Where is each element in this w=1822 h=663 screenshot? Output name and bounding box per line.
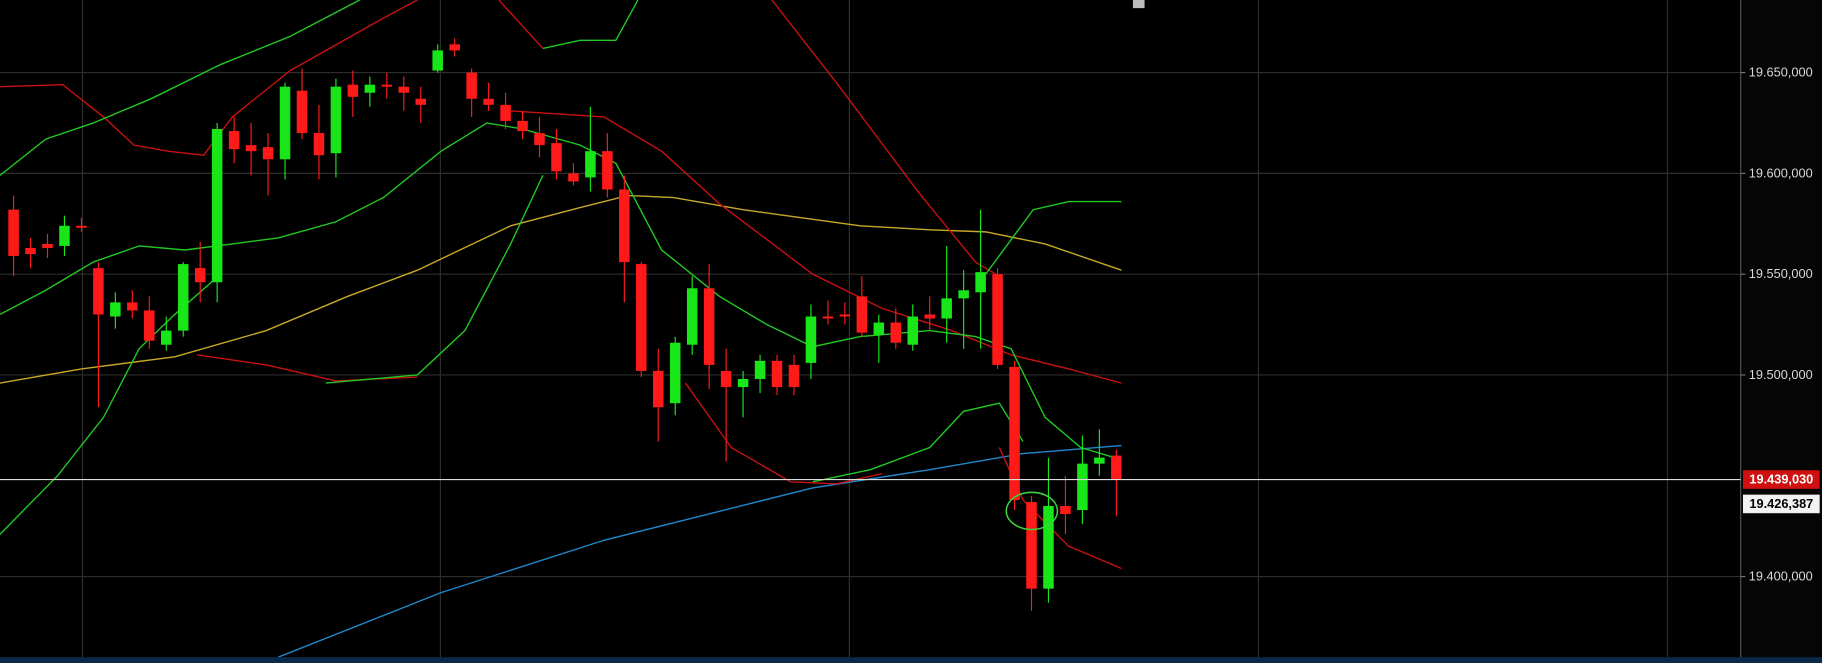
price-label: 19.439,030	[1749, 472, 1813, 487]
candle-body	[211, 129, 223, 283]
candle-body	[720, 370, 732, 388]
candle-body	[1111, 455, 1122, 480]
candle-body	[432, 50, 443, 71]
candle-body	[347, 84, 359, 97]
candle-body	[194, 268, 206, 283]
candle-body	[873, 322, 885, 335]
bottom-bar	[0, 657, 1822, 663]
candle-body	[76, 225, 87, 228]
candle-body	[686, 288, 698, 345]
indicator-line	[0, 0, 418, 156]
candle-body	[602, 151, 613, 190]
indicator-line	[0, 0, 360, 176]
candle-body	[228, 131, 240, 150]
candle-body	[466, 72, 477, 99]
indicator-line	[0, 122, 1122, 461]
candle-body	[1043, 505, 1054, 589]
candle-body	[568, 173, 579, 182]
candle-body	[551, 143, 562, 172]
price-box-last	[1742, 470, 1820, 489]
indicator-line	[277, 444, 1122, 658]
grid: 19.400,000 19.500,000 19.550,000 19.600,000…	[0, 65, 1813, 584]
candle-body	[839, 314, 851, 317]
candle-body	[1077, 463, 1088, 511]
price-label: 19.426,387	[1749, 496, 1813, 511]
indicator-line	[684, 382, 883, 485]
candle-body	[958, 290, 969, 299]
candle-body	[161, 330, 172, 345]
candle-body	[585, 151, 596, 178]
candle-body	[415, 98, 427, 105]
v-grid	[81, 0, 1669, 658]
candle-body	[279, 86, 291, 160]
candle-body	[449, 44, 460, 51]
indicator-line	[985, 200, 1122, 275]
candle-body	[534, 133, 545, 146]
candle-body	[330, 86, 342, 154]
candle-body	[42, 243, 53, 248]
candle-body	[890, 322, 902, 343]
price-axis	[1740, 0, 1822, 658]
candle-body	[8, 209, 19, 257]
candle-body	[636, 264, 647, 371]
candle-body	[771, 360, 783, 388]
candle-body	[110, 302, 121, 317]
candle-body	[822, 316, 834, 319]
candle-body	[703, 288, 715, 365]
indicator-line	[0, 194, 1122, 384]
candle-body	[1026, 501, 1037, 589]
candle-body	[1009, 366, 1020, 500]
candle-body	[398, 86, 410, 93]
candle-body	[1060, 505, 1071, 515]
candle-body	[788, 364, 800, 388]
candle-body	[59, 225, 70, 246]
candle-body	[805, 316, 817, 363]
candle-body	[313, 133, 325, 156]
marker	[1132, 0, 1145, 9]
indicator-line	[498, 0, 544, 49]
candle-body	[907, 316, 919, 345]
candle-body	[737, 378, 749, 388]
candle-body	[619, 189, 630, 263]
indicator-line	[542, 0, 639, 50]
price-box	[1742, 494, 1820, 514]
candle-body	[856, 296, 868, 333]
y-tick-label: 19.550,000	[1749, 266, 1813, 281]
candle-body	[144, 310, 155, 341]
candle-body	[93, 268, 104, 315]
candle-body	[669, 342, 681, 404]
candle-body	[296, 90, 308, 134]
candle-body	[381, 84, 393, 87]
candle-body	[127, 302, 138, 311]
candle-body	[754, 360, 766, 379]
indicator-line	[325, 175, 544, 384]
y-tick-label: 19.600,000	[1749, 165, 1813, 180]
indicators	[0, 0, 1122, 658]
y-tick-label: 19.400,000	[1749, 569, 1813, 584]
indicator-line	[510, 110, 1122, 384]
candle-body	[500, 104, 511, 121]
candle-body	[25, 247, 36, 255]
candle-body	[177, 264, 189, 331]
indicator-line	[771, 0, 1000, 277]
y-tick-label: 19.500,000	[1749, 367, 1813, 382]
candle-body	[483, 98, 494, 105]
candle-body	[245, 145, 257, 152]
candle-body	[653, 370, 664, 408]
highlight-circle	[1005, 491, 1059, 531]
candles	[8, 38, 1122, 611]
candle-body	[992, 274, 1003, 365]
indicator-line	[812, 402, 1024, 483]
candle-body	[262, 147, 274, 160]
candle-body	[941, 298, 952, 319]
candle-body	[364, 84, 376, 93]
candle-body	[975, 272, 986, 293]
candle-body	[924, 314, 935, 319]
candle-body	[1094, 457, 1105, 464]
y-tick-label: 19.650,000	[1749, 65, 1813, 80]
candle-body	[517, 120, 528, 132]
